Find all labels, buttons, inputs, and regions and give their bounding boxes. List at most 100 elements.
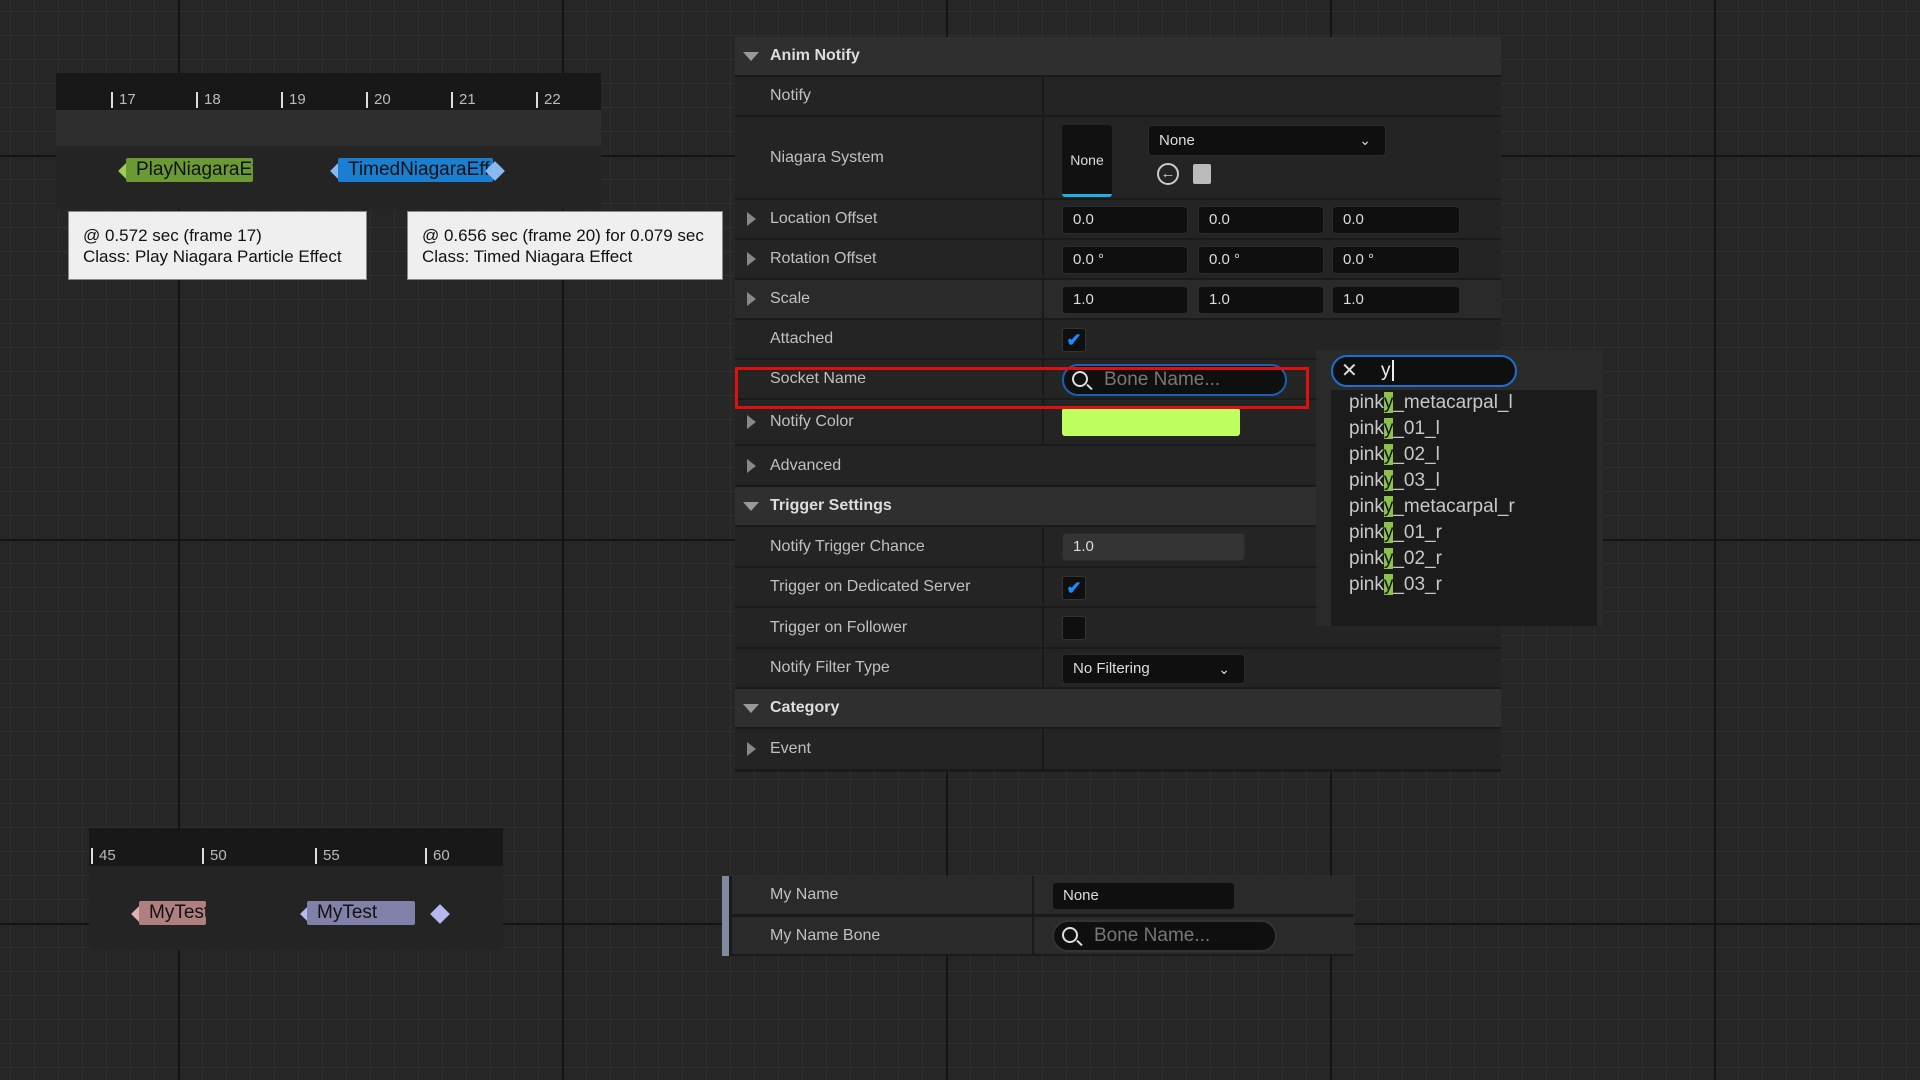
trigger-chance-field[interactable]: 1.0	[1062, 533, 1245, 561]
prop-label: Notify Color	[770, 413, 854, 430]
asset-thumbnail[interactable]: None	[1062, 125, 1112, 197]
rotation-y-field[interactable]: 0.0 °	[1198, 246, 1324, 274]
notify-mytest[interactable]: MyTest	[307, 901, 415, 925]
prop-my-name: My Name None	[732, 876, 1354, 916]
prop-label: Socket Name	[770, 370, 867, 387]
expand-arrow-icon[interactable]	[747, 252, 756, 266]
scale-z-field[interactable]: 1.0	[1332, 286, 1460, 314]
notify-end-diamond-icon[interactable]	[430, 904, 450, 924]
expand-arrow-icon[interactable]	[747, 292, 756, 306]
prop-label: Notify Filter Type	[770, 659, 890, 676]
prop-filter-type: Notify Filter Type No Filtering ⌄	[735, 649, 1501, 689]
timeline-ruler[interactable]: 17 18 19 20 21 22	[56, 73, 601, 110]
section-title: Category	[770, 699, 840, 716]
tick: 18	[196, 92, 221, 108]
notify-mytest[interactable]: MyTest	[139, 901, 206, 925]
bone-option[interactable]: pinky_03_r	[1349, 574, 1442, 595]
bone-option[interactable]: pinky_metacarpal_l	[1349, 392, 1513, 413]
tick: 22	[536, 92, 561, 108]
prop-label: My Name Bone	[770, 926, 881, 944]
scrollbar[interactable]	[722, 876, 729, 956]
tick: 17	[111, 92, 136, 108]
timeline-ruler[interactable]: 45 50 55 60	[89, 828, 503, 866]
section-category[interactable]: Category	[735, 689, 1501, 729]
tooltip-class: Class: Play Niagara Particle Effect	[83, 247, 342, 266]
rotation-z-field[interactable]: 0.0 °	[1332, 246, 1460, 274]
collapse-arrow-icon[interactable]	[743, 502, 759, 511]
tooltip: @ 0.656 sec (frame 20) for 0.079 sec Cla…	[407, 211, 723, 280]
prop-label: Event	[770, 740, 811, 757]
browse-folder-icon[interactable]	[1193, 164, 1211, 184]
location-z-field[interactable]: 0.0	[1332, 206, 1460, 234]
prop-label: Attached	[770, 330, 834, 347]
search-placeholder: Bone Name...	[1094, 925, 1211, 946]
filter-type-dropdown[interactable]: No Filtering ⌄	[1062, 654, 1245, 684]
section-title: Trigger Settings	[770, 497, 892, 514]
prop-label: Notify Trigger Chance	[770, 537, 925, 555]
search-placeholder: Bone Name...	[1104, 369, 1221, 390]
prop-label: Rotation Offset	[770, 250, 877, 267]
notify-timeline-bottom[interactable]: 45 50 55 60 MyTest MyTest	[89, 828, 503, 950]
prop-label: Niagara System	[770, 148, 884, 166]
tick: 19	[281, 92, 306, 108]
tick: 55	[315, 848, 340, 864]
expand-arrow-icon[interactable]	[747, 415, 756, 429]
bone-picker-popup: ✕ y pinky_metacarpal_l pinky_01_l pinky_…	[1316, 350, 1603, 626]
prop-label: Trigger on Dedicated Server	[770, 578, 971, 595]
prop-my-name-bone: My Name Bone Bone Name...	[732, 917, 1354, 956]
tick: 21	[451, 92, 476, 108]
prop-label: My Name	[770, 886, 839, 903]
follower-checkbox[interactable]	[1062, 616, 1086, 640]
tick: 20	[366, 92, 391, 108]
bone-option[interactable]: pinky_02_r	[1349, 548, 1442, 569]
tooltip-class: Class: Timed Niagara Effect	[422, 247, 633, 266]
asset-picker-dropdown[interactable]: None ⌄	[1148, 125, 1386, 156]
expand-arrow-icon[interactable]	[747, 458, 756, 473]
bone-search-input[interactable]: ✕ y	[1331, 355, 1517, 387]
search-icon	[1072, 371, 1088, 387]
scale-x-field[interactable]: 1.0	[1062, 286, 1188, 314]
prop-notify: Notify	[735, 77, 1501, 117]
scale-y-field[interactable]: 1.0	[1198, 286, 1324, 314]
clear-icon[interactable]: ✕	[1341, 360, 1358, 382]
chevron-down-icon: ⌄	[1218, 661, 1230, 677]
notify-timeline[interactable]: 17 18 19 20 21 22 PlayNiagaraEffec Timed…	[56, 73, 601, 209]
section-anim-notify[interactable]: Anim Notify	[735, 37, 1501, 77]
use-selected-arrow-icon[interactable]: ←	[1157, 163, 1179, 185]
bone-list[interactable]: pinky_metacarpal_l pinky_01_l pinky_02_l…	[1331, 390, 1597, 626]
rotation-x-field[interactable]: 0.0 °	[1062, 246, 1188, 274]
collapse-arrow-icon[interactable]	[743, 704, 759, 713]
prop-niagara-system: Niagara System None None ⌄ ←	[735, 117, 1501, 200]
tooltip: @ 0.572 sec (frame 17) Class: Play Niaga…	[68, 211, 367, 280]
highlight-box	[735, 367, 1309, 409]
dedicated-server-checkbox[interactable]: ✔	[1062, 576, 1086, 600]
prop-rotation-offset: Rotation Offset 0.0 ° 0.0 ° 0.0 °	[735, 240, 1501, 280]
bone-option[interactable]: pinky_03_l	[1349, 470, 1440, 491]
my-name-field[interactable]: None	[1052, 882, 1235, 910]
custom-notify-panel: My Name None My Name Bone Bone Name...	[722, 876, 1354, 956]
notify-play-niagara[interactable]: PlayNiagaraEffec	[126, 158, 253, 182]
prop-label: Advanced	[770, 456, 842, 474]
expand-arrow-icon[interactable]	[747, 212, 756, 226]
bone-option[interactable]: pinky_metacarpal_r	[1349, 496, 1515, 517]
tooltip-time: @ 0.656 sec (frame 20) for 0.079 sec	[422, 226, 704, 245]
location-y-field[interactable]: 0.0	[1198, 206, 1324, 234]
tick: 60	[425, 848, 450, 864]
tick: 50	[202, 848, 227, 864]
section-title: Anim Notify	[770, 47, 860, 64]
bone-option[interactable]: pinky_01_r	[1349, 522, 1442, 543]
prop-event: Event	[735, 729, 1501, 771]
bone-option[interactable]: pinky_02_l	[1349, 444, 1440, 465]
collapse-arrow-icon[interactable]	[743, 52, 759, 61]
attached-checkbox[interactable]: ✔	[1062, 328, 1086, 352]
my-name-bone-search[interactable]: Bone Name...	[1052, 920, 1277, 952]
bone-option[interactable]: pinky_01_l	[1349, 418, 1440, 439]
expand-arrow-icon[interactable]	[747, 742, 756, 756]
tooltip-time: @ 0.572 sec (frame 17)	[83, 226, 262, 245]
dropdown-value: No Filtering	[1073, 660, 1150, 677]
notify-color-swatch[interactable]	[1062, 408, 1240, 436]
prop-scale: Scale 1.0 1.0 1.0	[735, 280, 1501, 320]
location-x-field[interactable]: 0.0	[1062, 206, 1188, 234]
asset-value: None	[1159, 132, 1195, 149]
